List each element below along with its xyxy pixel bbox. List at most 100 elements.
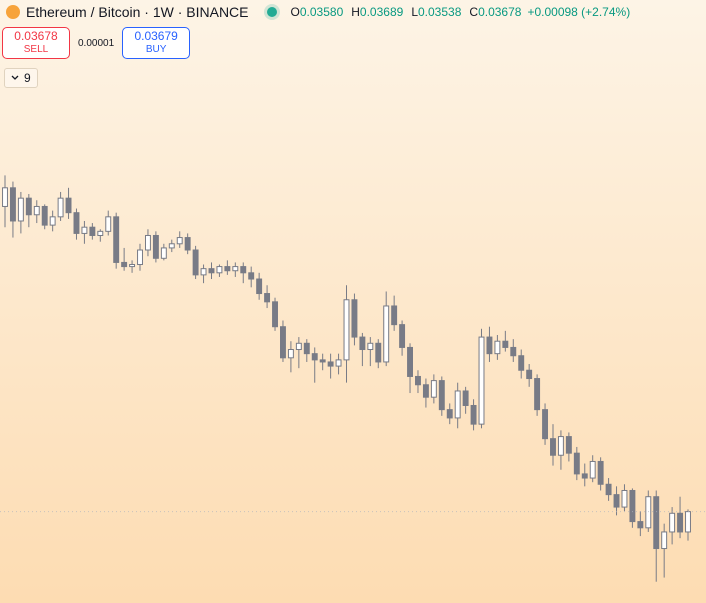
candle-body <box>57 197 64 218</box>
candle-body <box>407 346 413 377</box>
candle-body <box>152 234 159 259</box>
candle-body <box>677 512 684 533</box>
trade-panel: 0.03678 SELL 0.00001 0.03679 BUY <box>2 27 191 59</box>
buy-button[interactable]: 0.03679 BUY <box>122 27 191 59</box>
candle-body <box>375 342 382 363</box>
symbol-title[interactable]: Ethereum / Bitcoin · 1W · BINANCE <box>26 4 249 20</box>
candle-body <box>176 237 183 245</box>
candle-body <box>478 336 485 425</box>
ohlc-item: C0.03678 <box>469 5 521 19</box>
candle-body <box>216 266 223 274</box>
candle-body <box>510 346 517 357</box>
sell-button[interactable]: 0.03678 SELL <box>2 27 70 59</box>
candle-body <box>605 483 612 496</box>
candle-body <box>327 361 334 367</box>
candle-body <box>160 247 167 259</box>
candle-body <box>613 494 620 508</box>
ohlc-key: L <box>411 5 418 19</box>
candle-body <box>653 496 660 550</box>
candle-body <box>621 489 628 508</box>
candle-body <box>486 336 493 355</box>
candle-body <box>208 268 215 274</box>
candle-body <box>335 359 342 367</box>
chevron-icon <box>11 75 19 80</box>
candle-body <box>224 266 231 272</box>
candle-body <box>81 226 88 234</box>
candle-body <box>73 212 80 234</box>
candle-body <box>311 353 318 361</box>
candle-body <box>49 216 56 226</box>
candle-body <box>89 226 96 236</box>
spread: 0.00001 <box>78 37 115 49</box>
candle-body <box>264 293 271 303</box>
ohlc-value: 0.03678 <box>478 5 522 19</box>
candle-body <box>557 436 564 456</box>
candle-body <box>359 336 366 351</box>
candle-body <box>319 359 326 363</box>
candle-body <box>415 375 421 386</box>
candle-body <box>9 187 16 222</box>
ohlc-key: C <box>469 5 479 19</box>
candle-body <box>351 299 358 338</box>
candle-body <box>256 278 263 295</box>
candle-body <box>184 237 191 251</box>
candle-body <box>295 342 302 351</box>
indicators-toggle[interactable]: 9 <box>4 68 38 88</box>
ohlc-item: O0.03580 <box>291 5 344 19</box>
ohlc-value: 0.03538 <box>418 5 462 19</box>
candle-body <box>272 301 278 328</box>
candle-body <box>534 378 541 411</box>
candle-body <box>645 496 652 529</box>
ohlc-key: H <box>351 5 360 19</box>
candle-body <box>446 409 453 419</box>
candle-body <box>502 340 509 348</box>
candle-body <box>2 187 8 207</box>
symbol-logo <box>6 5 20 19</box>
candle-body <box>343 299 350 361</box>
candle-body <box>200 268 207 276</box>
indicator-count: 9 <box>24 71 31 85</box>
candle-body <box>65 197 72 214</box>
candle-body <box>422 384 429 398</box>
candle-body <box>303 342 310 355</box>
ohlc-values: O0.03580 H0.03689 L0.03538 C0.03678 <box>291 5 522 19</box>
buy-label: BUY <box>145 44 167 55</box>
candle-body <box>542 409 549 440</box>
market-status[interactable] <box>266 7 277 17</box>
candle-body <box>144 234 151 251</box>
candle-body <box>367 342 374 351</box>
candle-body <box>518 355 525 371</box>
ohlc-key: O <box>290 5 300 19</box>
change: +0.00098 (+2.74%) <box>527 5 631 19</box>
candle-body <box>129 264 136 268</box>
buy-price: 0.03679 <box>134 29 178 43</box>
candle-body <box>589 460 596 479</box>
candle-body <box>581 473 588 479</box>
candle-body <box>550 438 556 456</box>
candle-body <box>526 369 533 380</box>
candle-body <box>685 511 691 533</box>
candle-body <box>248 272 255 280</box>
candle-body <box>573 452 580 475</box>
candle-body <box>113 216 120 263</box>
candle-body <box>168 243 175 249</box>
candle-body <box>41 205 48 226</box>
candle-body <box>637 521 644 529</box>
candle-body <box>597 460 604 485</box>
candle-body <box>391 305 398 326</box>
candle-body <box>438 380 445 411</box>
candle-body <box>454 390 461 419</box>
candle-body <box>629 489 636 523</box>
candle-body <box>137 249 143 266</box>
candle-body <box>470 404 477 425</box>
candle-body <box>33 205 40 216</box>
candle-body <box>287 349 294 359</box>
candle-body <box>25 197 32 216</box>
candle-body <box>399 324 406 348</box>
candle-body <box>105 216 112 232</box>
ohlc-item: L0.03538 <box>411 5 461 19</box>
ohlc-item: H0.03689 <box>351 5 403 19</box>
candle-body <box>494 340 501 355</box>
